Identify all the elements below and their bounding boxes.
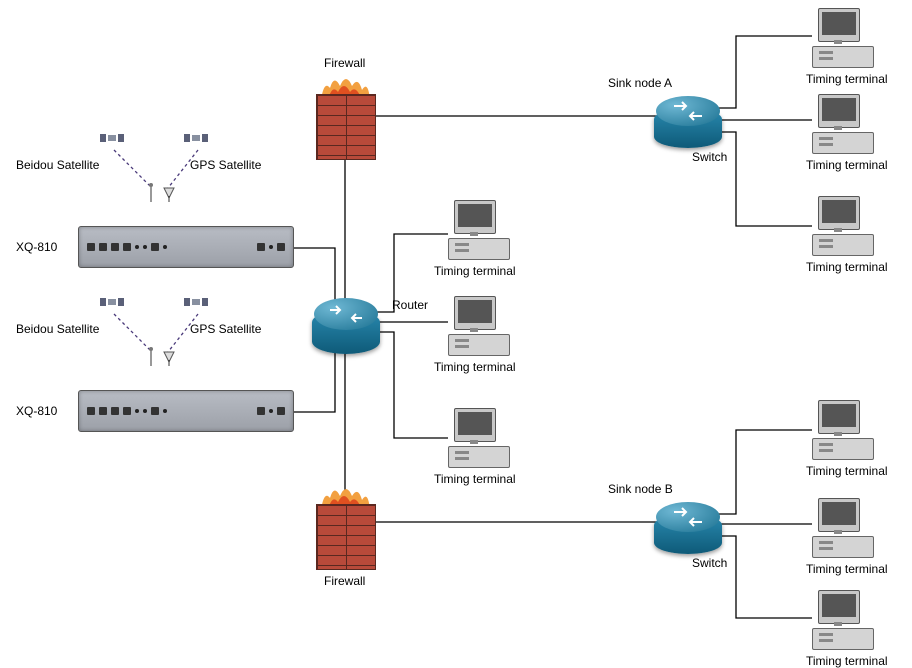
timing-terminal-label: Timing terminal — [434, 264, 516, 278]
beidou-satellite-icon — [100, 130, 124, 148]
gps-label: GPS Satellite — [190, 158, 261, 172]
router-icon — [312, 294, 380, 354]
timing-terminal-label: Timing terminal — [806, 562, 888, 576]
gps-label: GPS Satellite — [190, 322, 261, 336]
timing-terminal-label: Timing terminal — [806, 464, 888, 478]
switch-label: Switch — [692, 556, 727, 570]
switch-icon — [654, 498, 722, 554]
timing-terminal-icon — [448, 296, 508, 356]
timing-terminal-label: Timing terminal — [434, 472, 516, 486]
timing-terminal-icon — [812, 94, 872, 154]
timing-terminal-icon — [448, 408, 508, 468]
antenna-icon — [144, 182, 158, 202]
xq-810-device — [78, 226, 294, 268]
timing-terminal-icon — [812, 8, 872, 68]
antenna-icon — [144, 346, 158, 366]
beidou-satellite-icon — [100, 294, 124, 312]
timing-terminal-icon — [812, 498, 872, 558]
xq-label: XQ-810 — [16, 240, 57, 254]
antenna-icon — [162, 182, 176, 202]
timing-terminal-label: Timing terminal — [806, 260, 888, 274]
timing-terminal-icon — [812, 196, 872, 256]
router-label: Router — [392, 298, 428, 312]
beidou-label: Beidou Satellite — [16, 158, 99, 172]
firewall-icon — [316, 70, 374, 160]
sink-node-a-label: Sink node A — [608, 76, 672, 90]
firewall-label: Firewall — [324, 574, 365, 588]
firewall-icon — [316, 480, 374, 570]
firewall-label: Firewall — [324, 56, 365, 70]
timing-terminal-label: Timing terminal — [806, 654, 888, 668]
gps-satellite-icon — [184, 130, 208, 148]
timing-terminal-label: Timing terminal — [434, 360, 516, 374]
timing-terminal-icon — [448, 200, 508, 260]
xq-label: XQ-810 — [16, 404, 57, 418]
timing-terminal-label: Timing terminal — [806, 158, 888, 172]
antenna-icon — [162, 346, 176, 366]
timing-terminal-icon — [812, 400, 872, 460]
switch-icon — [654, 92, 722, 148]
beidou-label: Beidou Satellite — [16, 322, 99, 336]
switch-label: Switch — [692, 150, 727, 164]
network-diagram: Beidou Satellite GPS Satellite Beidou Sa… — [0, 0, 912, 664]
gps-satellite-icon — [184, 294, 208, 312]
timing-terminal-label: Timing terminal — [806, 72, 888, 86]
xq-810-device — [78, 390, 294, 432]
sink-node-b-label: Sink node B — [608, 482, 673, 496]
timing-terminal-icon — [812, 590, 872, 650]
